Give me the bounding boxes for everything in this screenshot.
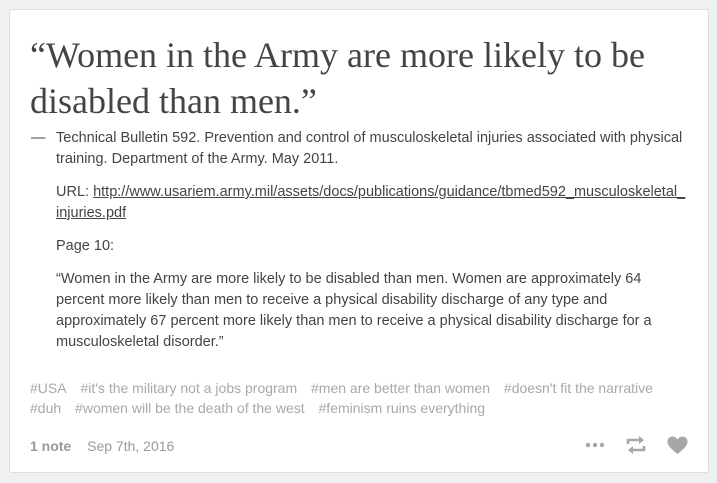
tag-link[interactable]: #it's the military not a jobs program [80,380,298,396]
post-actions [565,435,688,455]
tag-link[interactable]: #duh [30,400,62,416]
tag-link[interactable]: #men are better than women [311,380,491,396]
source-url-link[interactable]: http://www.usariem.army.mil/assets/docs/… [56,184,686,221]
source-body: Technical Bulletin 592. Prevention and c… [56,128,686,365]
post-date[interactable]: Sep 7th, 2016 [87,438,175,454]
tag-link[interactable]: #women will be the death of the west [75,400,305,416]
tag-link[interactable]: #feminism ruins everything [318,400,486,416]
notes-count[interactable]: 1 note [30,438,72,454]
source-citation: Technical Bulletin 592. Prevention and c… [56,130,683,167]
tag-link[interactable]: #USA [30,380,67,396]
source-page: Page 10: [56,238,115,254]
more-icon[interactable] [585,442,605,448]
source-url-line: URL: http://www.usariem.army.mil/assets/… [56,182,686,224]
post-card: “Women in the Army are more likely to be… [9,9,709,473]
quote-text: “Women in the Army are more likely to be… [30,35,645,121]
reblog-icon[interactable] [625,435,647,455]
post-meta: 1 note Sep 7th, 2016 [30,438,174,454]
source-dash: — [31,130,46,146]
source-excerpt: “Women in the Army are more likely to be… [56,271,652,350]
tag-link[interactable]: #doesn't fit the narrative [503,380,653,396]
heart-icon[interactable] [667,436,688,455]
source-url-prefix: URL: [56,184,94,200]
tag-list: #USA #it's the military not a jobs progr… [30,378,690,418]
